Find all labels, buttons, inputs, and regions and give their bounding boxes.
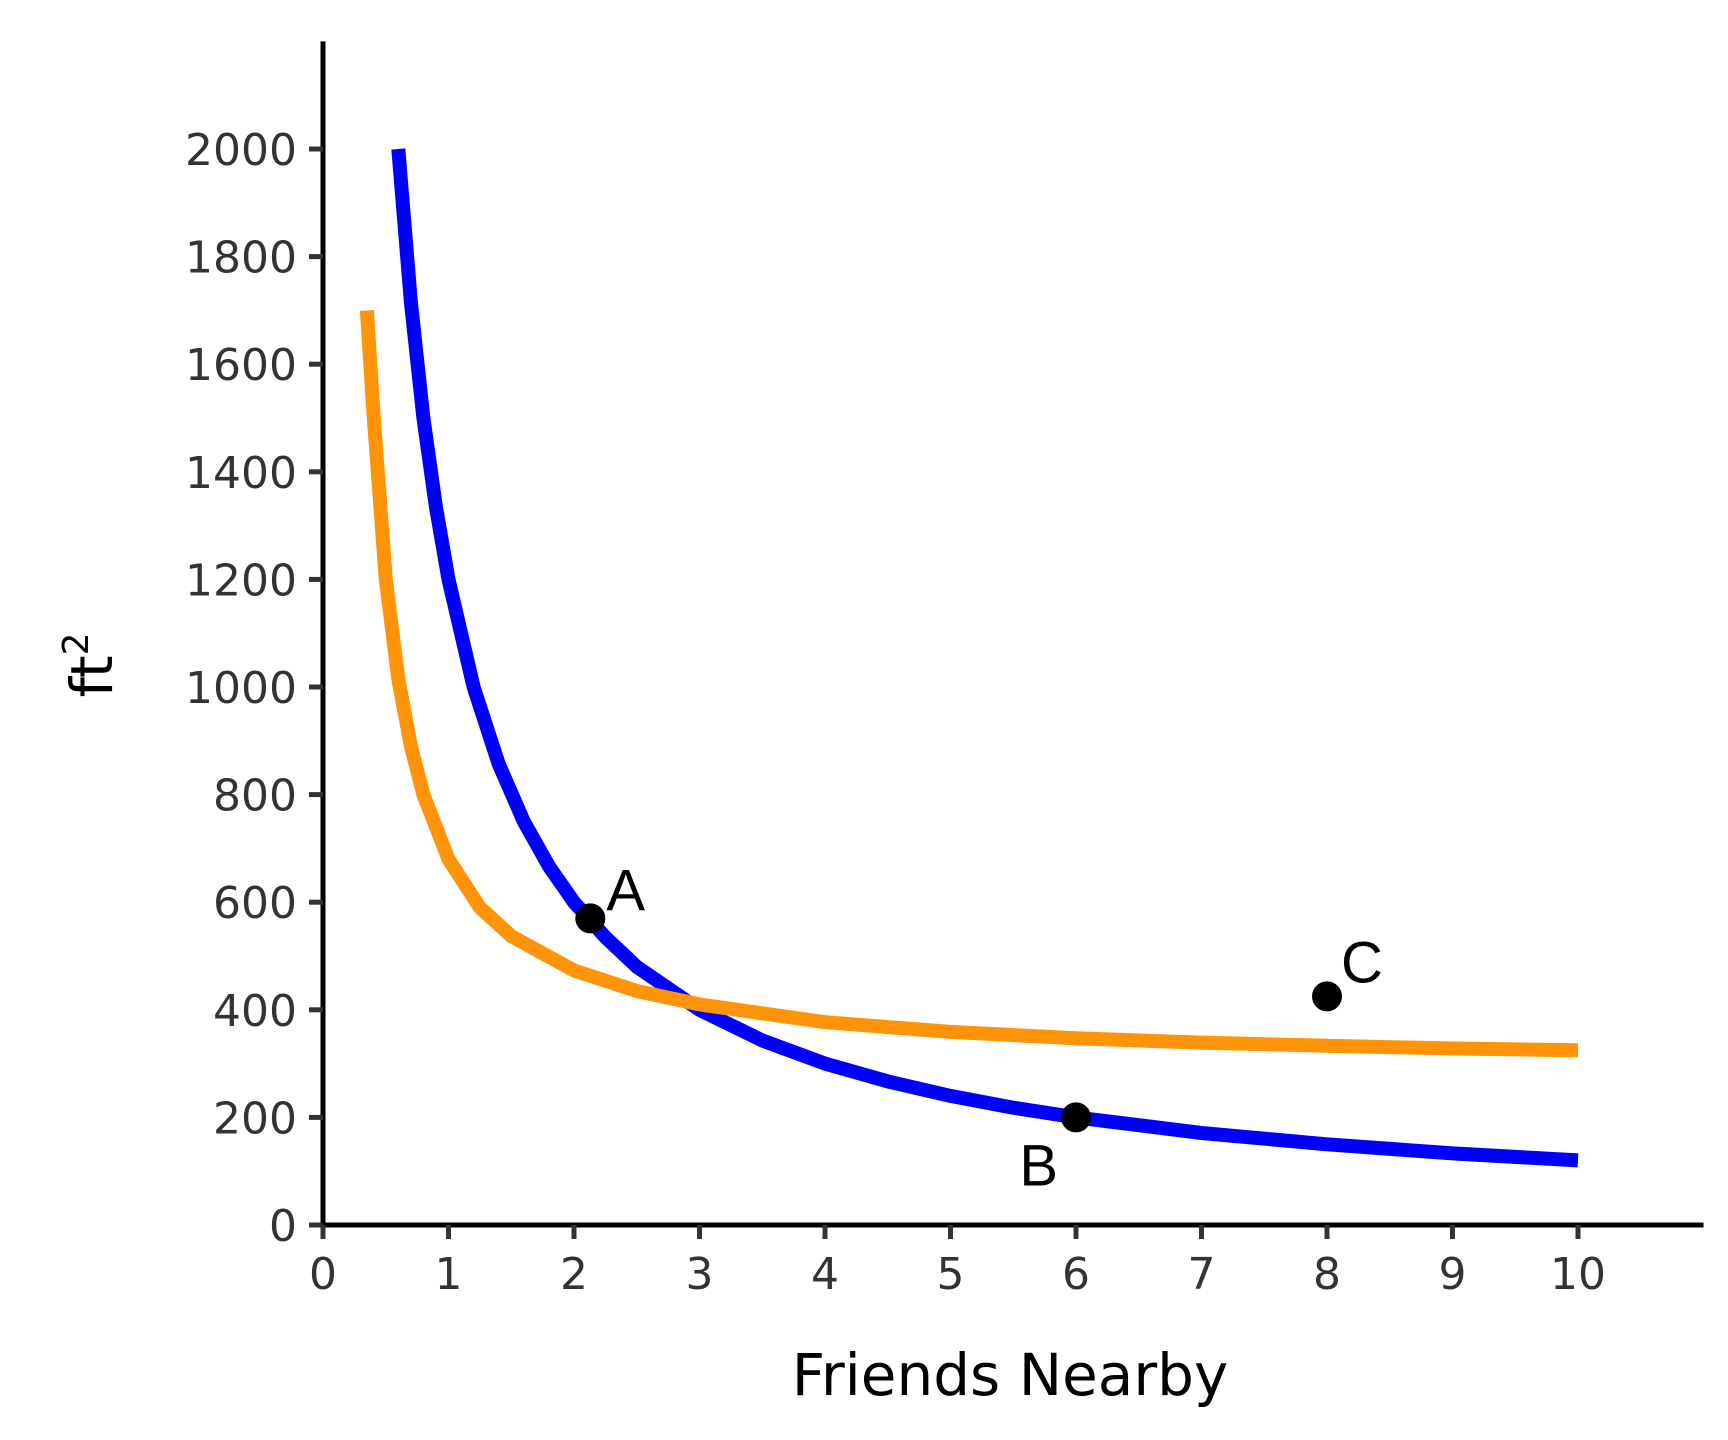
point-c-label: C [1341,930,1383,995]
point-a-label: A [606,858,645,923]
y-tick-label: 600 [213,878,297,929]
y-tick-label: 200 [213,1093,297,1144]
points-layer: A B C [575,858,1383,1198]
x-tick-label: 6 [1062,1249,1090,1300]
y-tick-label: 1800 [185,233,297,284]
y-tick-label: 1400 [185,448,297,499]
point-a-marker [575,903,606,934]
y-tick-label: 1600 [185,340,297,391]
curves-layer [359,148,1579,1168]
y-tick-label: 800 [213,771,297,822]
x-tick-label: 9 [1439,1249,1467,1300]
x-tick-label: 0 [309,1249,337,1300]
x-tick-label: 5 [937,1249,965,1300]
y-tick-label: 0 [269,1201,297,1252]
y-tick-label: 1000 [185,663,297,714]
x-tick-label: 1 [435,1249,463,1300]
x-tick-label: 8 [1313,1249,1341,1300]
series-line-0 [391,148,1579,1168]
x-tick-label: 10 [1550,1249,1606,1300]
x-tick-label: 2 [560,1249,588,1300]
series-line-1 [359,309,1579,1058]
y-tick-label: 400 [213,986,297,1037]
point-c-marker [1312,981,1342,1012]
y-axis-title-superscript: 2 [56,632,97,655]
x-tick-label: 4 [811,1249,839,1300]
axes-layer: 0 1 2 3 4 5 6 7 8 9 10 0 200 400 600 800 1000 1200 1400 160… [185,41,1704,1300]
point-b-label: B [1019,1133,1058,1198]
y-axis-title-base: ft [58,655,126,697]
x-axis-title: Friends Nearby [792,1341,1229,1409]
x-tick-label: 7 [1188,1249,1216,1300]
x-tick-label: 3 [686,1249,714,1300]
y-axis-title: ft2 [56,632,126,697]
point-b-marker [1061,1102,1091,1133]
y-tick-label: 2000 [185,125,297,176]
y-tick-label: 1200 [185,555,297,606]
